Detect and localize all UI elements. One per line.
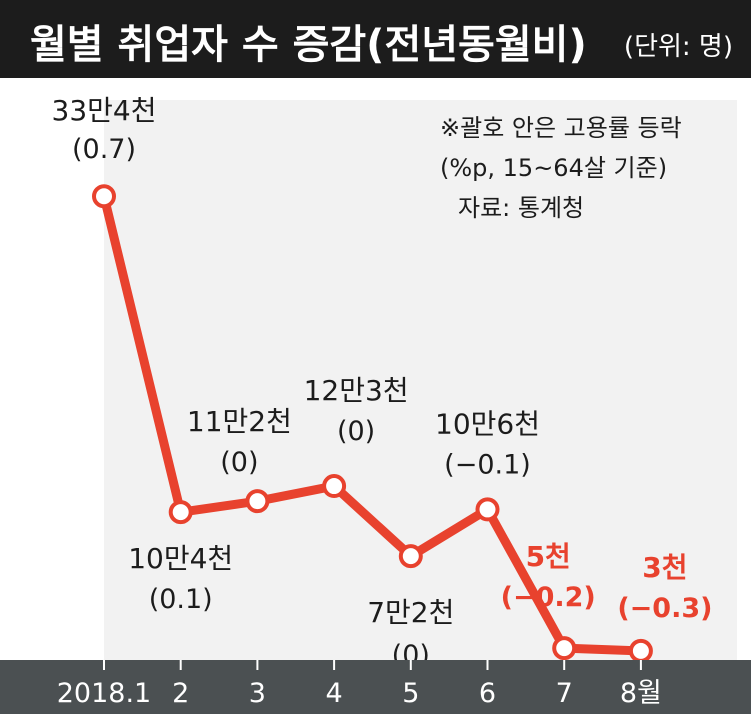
unit-label: (단위: 명) [623, 32, 733, 62]
note-line-1: ※괄호 안은 고용률 등락 [440, 114, 682, 142]
x-tick-label-6: 6 [479, 678, 496, 709]
rate-label-1: (0.7) [72, 134, 136, 165]
rate-label-2: (0.1) [149, 584, 213, 615]
value-label-4: 12만3천 [304, 374, 409, 407]
value-label-7: 5천 [526, 540, 571, 573]
title-bar: 월별 취업자 수 증감(전년동월비) (단위: 명) [0, 0, 751, 78]
value-label-8: 3천 [642, 551, 687, 584]
value-label-5: 7만2천 [367, 596, 454, 629]
value-label-2: 10만4천 [128, 542, 233, 575]
x-tick-label-5: 5 [402, 678, 419, 709]
data-point-3 [245, 489, 270, 514]
data-point-1 [92, 184, 116, 209]
rate-label-7: (−0.2) [501, 582, 596, 613]
notes: ※괄호 안은 고용률 등락 (%p, 15~64살 기준) 자료: 통계청 [440, 108, 682, 228]
value-label-1: 33만4천 [52, 94, 157, 127]
note-line-2: (%p, 15~64살 기준) [440, 154, 668, 182]
value-label-3: 11만2천 [187, 405, 292, 438]
data-point-4 [322, 474, 347, 499]
value-label-6: 10만6천 [435, 407, 540, 440]
plot-area [104, 100, 737, 660]
x-tick-label-2: 2 [172, 678, 189, 709]
x-tick-label-1: 2018.1 [57, 678, 151, 709]
x-tick-label-7: 7 [556, 678, 573, 709]
chart-title: 월별 취업자 수 증감(전년동월비) [30, 22, 587, 68]
rate-label-8: (−0.3) [617, 593, 712, 624]
source-note: 자료: 통계청 [458, 194, 585, 222]
x-tick-label-8: 8월 [620, 678, 662, 709]
data-point-8 [628, 638, 653, 663]
rate-label-4: (0) [337, 416, 375, 447]
rate-label-3: (0) [220, 447, 258, 478]
data-point-7 [552, 636, 577, 661]
rate-label-6: (−0.1) [444, 449, 531, 480]
data-point-2 [168, 500, 193, 525]
x-tick-label-3: 3 [249, 678, 266, 709]
data-point-6 [475, 497, 500, 522]
series-line [99, 191, 646, 656]
x-axis-bar [0, 660, 751, 714]
x-tick-label-4: 4 [326, 678, 343, 709]
data-point-5 [398, 544, 423, 569]
